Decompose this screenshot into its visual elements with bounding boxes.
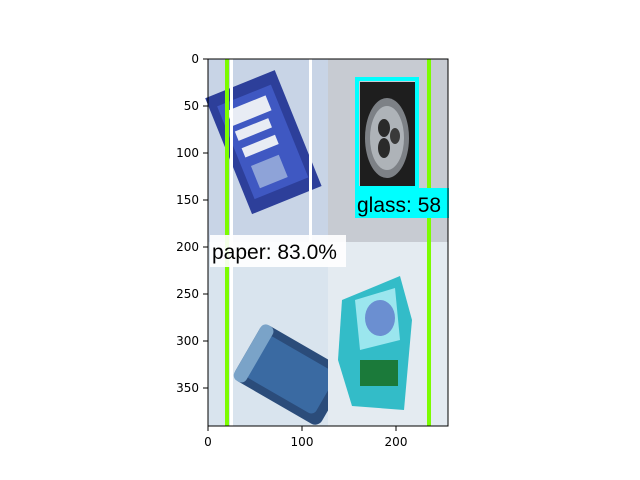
green-line-right bbox=[427, 59, 431, 426]
paper-label-bg bbox=[210, 235, 346, 267]
y-tick-label-0: 0 bbox=[191, 52, 199, 66]
axes-frame bbox=[207, 58, 449, 427]
y-tick-label-300: 300 bbox=[176, 334, 199, 348]
can-top-image bbox=[360, 82, 415, 190]
y-axis: 0 50 100 150 200 250 300 350 bbox=[176, 52, 208, 395]
y-tick-label-150: 150 bbox=[176, 193, 199, 207]
y-tick-label-350: 350 bbox=[176, 381, 199, 395]
blue-foil-packet-image bbox=[338, 276, 412, 410]
x-tick-label-200: 200 bbox=[385, 435, 408, 449]
x-axis: 0 100 200 bbox=[204, 426, 407, 449]
glass-label: glass: 58 bbox=[357, 194, 441, 217]
y-tick-label-50: 50 bbox=[184, 99, 199, 113]
y-tick-label-250: 250 bbox=[176, 287, 199, 301]
blue-can-side-image bbox=[233, 324, 348, 425]
x-tick-label-100: 100 bbox=[291, 435, 314, 449]
paper-label: paper: 83.0% bbox=[212, 241, 337, 264]
image-area: paper: 83.0% glass: 58 bbox=[205, 59, 449, 426]
organic-tea-packet-image bbox=[205, 70, 322, 215]
white-line-mid bbox=[309, 59, 312, 242]
glass-label-bg bbox=[355, 188, 449, 218]
x-tick-label-0: 0 bbox=[204, 435, 212, 449]
y-tick-label-200: 200 bbox=[176, 240, 199, 254]
y-tick-label-100: 100 bbox=[176, 146, 199, 160]
